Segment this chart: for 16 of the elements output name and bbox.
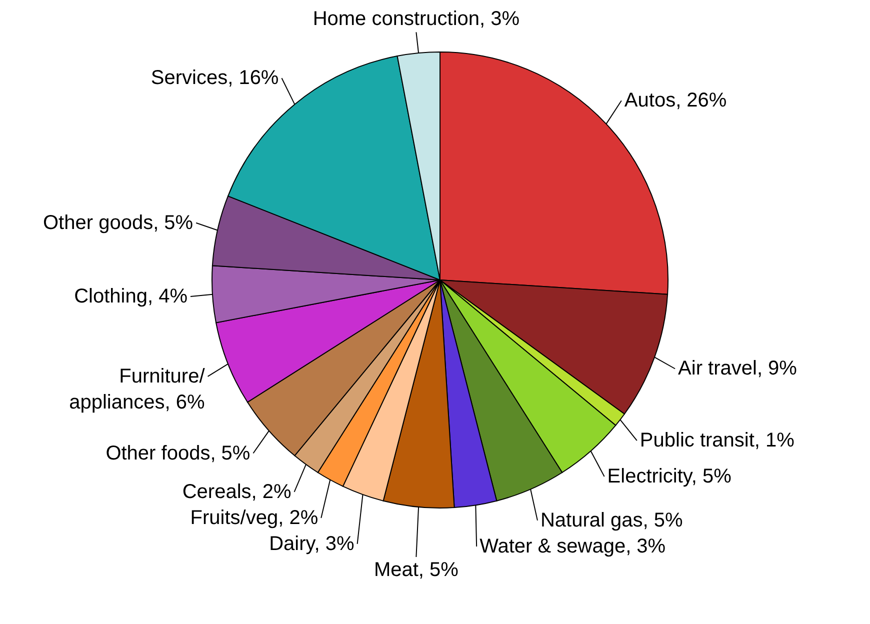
- slice-label: Furniture/ appliances, 6%: [69, 365, 206, 414]
- slice-label: Home construction, 3%: [312, 8, 520, 30]
- slice-label: Public transit, 1%: [640, 430, 795, 452]
- slice-label: Other goods, 5%: [43, 212, 194, 234]
- slice-label: Other foods, 5%: [106, 442, 250, 464]
- slice-label: Dairy, 3%: [269, 532, 354, 555]
- slice-label: Services, 16%: [150, 67, 279, 90]
- slice-label: Air travel, 9%: [678, 358, 798, 380]
- slice-label: Autos, 26%: [624, 90, 727, 112]
- slice-label: Fruits/veg, 2%: [190, 506, 318, 529]
- slice-label: Natural gas, 5%: [540, 509, 683, 532]
- slice-label: Water & sewage, 3%: [480, 535, 666, 558]
- slice-label: Electricity, 5%: [607, 466, 732, 488]
- slice-label: Meat, 5%: [374, 558, 459, 581]
- slice-label: Cereals, 2%: [182, 480, 292, 503]
- slice-label: Clothing, 4%: [74, 285, 188, 308]
